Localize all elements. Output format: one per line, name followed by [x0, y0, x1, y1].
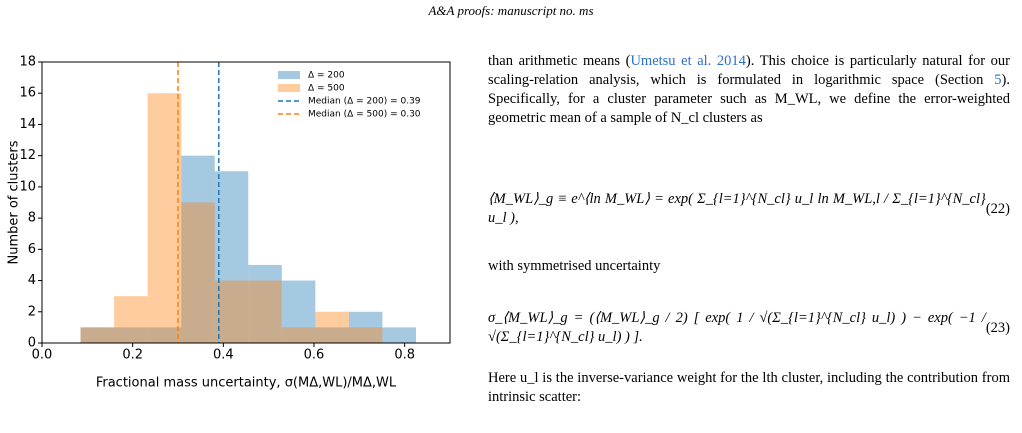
x-tick-label: 0.8: [394, 348, 415, 363]
equation-body: σ_⟨M_WL⟩_g = (⟨M_WL⟩_g / 2) [ exp( 1 / √…: [488, 310, 986, 345]
text-run: ). Specifically, for a cluster parameter…: [488, 72, 1010, 126]
legend-swatch: [278, 71, 300, 79]
y-tick-label: 6: [28, 242, 36, 257]
bar: [181, 155, 215, 343]
y-axis-label: Number of clusters: [7, 140, 22, 264]
bar: [281, 327, 316, 343]
x-tick-label: 0.6: [304, 348, 325, 363]
text-run: ). This choice is particularly natural f…: [488, 53, 1010, 88]
y-tick-label: 10: [19, 179, 36, 194]
link[interactable]: 5: [994, 72, 1002, 88]
paragraph: with symmetrised uncertainty: [488, 258, 661, 274]
plot-frame: [41, 61, 451, 344]
bar: [80, 327, 115, 343]
y-tick-label: 0: [28, 336, 36, 351]
equation-body: ⟨M_WL⟩_g ≡ e^⟨ln M_WL⟩ = exp( Σ_{l=1}^{N…: [488, 191, 986, 226]
y-tick-label: 2: [28, 304, 36, 319]
y-tick-label: 4: [28, 273, 36, 288]
bar: [382, 327, 416, 343]
bar: [315, 327, 349, 343]
bar: [348, 327, 383, 343]
bar: [214, 171, 249, 343]
bar: [147, 93, 182, 343]
bar: [114, 327, 148, 343]
legend-label: Median (Δ = 200) = 0.39: [308, 97, 421, 107]
x-tick-label: 0.0: [32, 348, 53, 363]
y-tick-label: 14: [19, 117, 36, 132]
running-header: A&A proofs: manuscript no. ms: [428, 3, 594, 18]
y-tick-label: 18: [19, 55, 36, 70]
bar: [181, 202, 215, 343]
y-tick-label: 16: [19, 86, 36, 101]
paragraph: Here u_l is the inverse-variance weight …: [488, 370, 1010, 405]
bar: [248, 280, 282, 343]
legend-label: Δ = 500: [308, 84, 345, 94]
equation-number: (22): [985, 200, 1010, 217]
bar: [281, 280, 316, 343]
text-column: than arithmetic means (Umetsu et al. 201…: [488, 52, 1010, 407]
bar: [315, 311, 349, 343]
link[interactable]: Umetsu et al. 2014: [630, 53, 746, 69]
x-tick-label: 0.2: [122, 348, 143, 363]
equation: ⟨M_WL⟩_g ≡ e^⟨ln M_WL⟩ = exp( Σ_{l=1}^{N…: [488, 161, 1010, 257]
y-tick-label: 8: [28, 211, 36, 226]
legend-swatch: [278, 84, 300, 92]
bar: [348, 311, 383, 343]
paragraph: than arithmetic means (Umetsu et al. 201…: [488, 52, 1010, 161]
chart: 0 2 4 6 8 10 12 14 16 18 0.0 0.2 0.4 0.6 0.8 Fractional…: [7, 55, 451, 391]
y-tick-label: 12: [19, 148, 36, 163]
bar: [80, 327, 115, 343]
bar: [248, 264, 282, 343]
legend-label: Median (Δ = 500) = 0.30: [308, 110, 421, 120]
legend-label: Δ = 200: [308, 71, 345, 81]
x-axis-label: Fractional mass uncertainty, σ(MΔ,WL)/MΔ…: [96, 376, 397, 391]
bar: [147, 327, 182, 343]
bar: [214, 280, 249, 343]
equation: σ_⟨M_WL⟩_g = (⟨M_WL⟩_g / 2) [ exp( 1 / √…: [488, 287, 1010, 369]
x-tick-label: 0.4: [213, 348, 234, 363]
text-run: than arithmetic means (: [488, 53, 631, 69]
bar: [114, 296, 148, 343]
equation-number: (23): [985, 319, 1010, 336]
